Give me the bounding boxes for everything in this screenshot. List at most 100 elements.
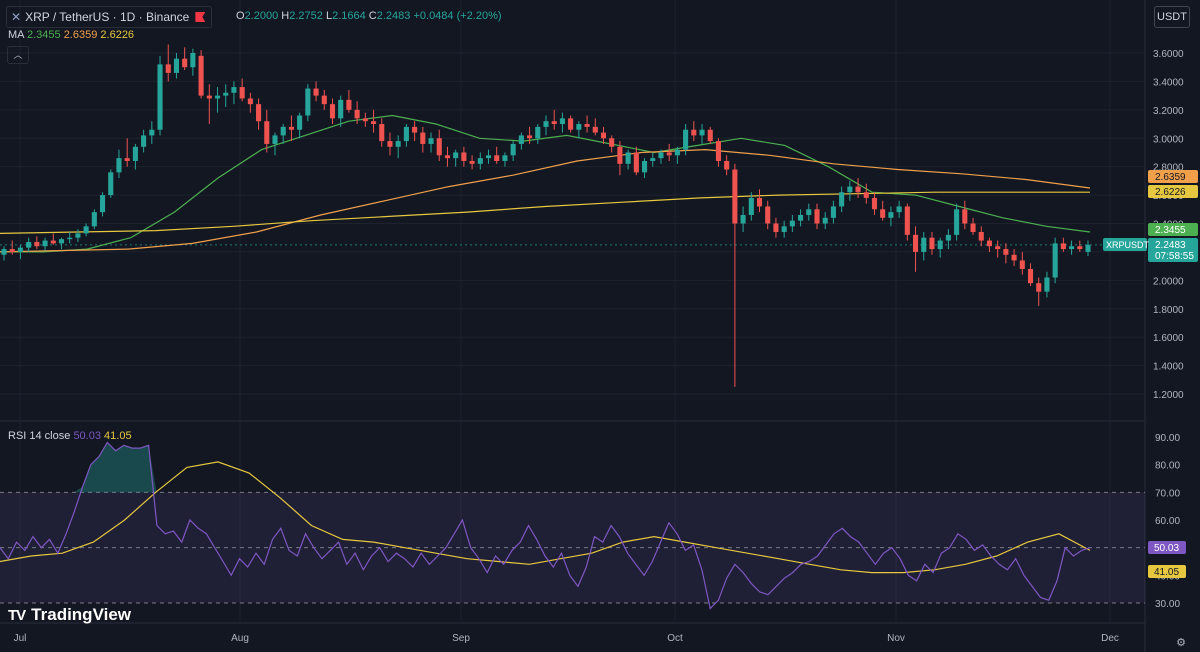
branding-text: TradingView <box>31 605 131 624</box>
candle-body <box>600 132 607 139</box>
candle-body <box>945 234 951 241</box>
chevron-up-icon[interactable]: ︿ <box>7 46 29 64</box>
rsi-legend[interactable]: RSI 14 close 50.03 41.05 <box>8 430 132 442</box>
moving-average-lines <box>0 114 1091 253</box>
rsi-value-label: 41.05 <box>1154 567 1179 578</box>
candle-body <box>182 58 188 68</box>
candle-body <box>715 141 722 161</box>
candle-body <box>362 118 368 122</box>
candle-body <box>1019 260 1025 269</box>
candle-body <box>379 124 385 142</box>
symbol-title: XRP / TetherUS · 1D · Binance <box>25 10 190 24</box>
candle-body <box>1077 246 1083 250</box>
price-label-box <box>1148 185 1198 198</box>
candle-body <box>420 132 426 144</box>
candle-body <box>247 98 253 105</box>
candle-body <box>1069 246 1075 250</box>
tradingview-icon: TV <box>8 606 26 624</box>
rsi-value: 50.03 <box>73 430 101 442</box>
candle-body <box>239 87 245 99</box>
candle-body <box>995 246 1001 250</box>
candle-body <box>543 121 549 127</box>
candle-body <box>986 240 993 247</box>
ma-label: MA <box>8 29 24 41</box>
candle-body <box>1003 249 1009 255</box>
candle-body <box>896 206 902 213</box>
high-label: H <box>281 10 290 22</box>
candle-body <box>83 226 89 234</box>
time-axis[interactable]: Jul Aug Sep Oct Nov Dec <box>14 633 1119 644</box>
close-label: C <box>368 10 377 22</box>
rsi-pane <box>0 441 1145 610</box>
price-axis[interactable]: 3.60003.40003.20003.00002.80002.60002.40… <box>1103 49 1198 610</box>
candle-body <box>428 138 434 144</box>
candle-body <box>929 237 935 250</box>
candle-body <box>978 232 984 241</box>
settings-icon[interactable]: ⚙ <box>1176 637 1186 649</box>
candle-body <box>157 64 163 130</box>
rsi-tick-label: 70.00 <box>1155 488 1180 499</box>
candle-body <box>338 99 344 119</box>
candle-body <box>288 126 294 130</box>
price-label-value: 2.6226 <box>1155 187 1186 198</box>
candle-body <box>461 152 467 161</box>
symbol-label-text: XRPUSDT <box>1106 240 1150 250</box>
candle-body <box>297 115 303 130</box>
candle-body <box>444 155 451 159</box>
candle-body <box>17 247 23 252</box>
candle-body <box>756 197 763 207</box>
candle-body <box>1044 277 1050 292</box>
candle-body <box>231 87 237 93</box>
price-label-value: 2.6359 <box>1155 172 1186 183</box>
candle-body <box>453 152 459 159</box>
open-value: 2.2000 <box>244 10 279 22</box>
candle-body <box>510 143 516 156</box>
candle-body <box>206 95 212 99</box>
candle-body <box>839 192 845 207</box>
candle-body <box>1052 243 1058 278</box>
candle-body <box>173 58 180 73</box>
candle-body <box>691 129 697 136</box>
price-tick-label: 3.2000 <box>1153 106 1184 117</box>
candle-body <box>863 192 869 198</box>
candle-body <box>888 212 894 218</box>
low-value: 2.1664 <box>332 10 366 22</box>
rsi-value-box <box>1148 541 1186 554</box>
candle-body <box>789 220 795 227</box>
candle-body <box>370 121 377 125</box>
candle-body <box>535 126 541 139</box>
time-tick-label: Jul <box>14 633 27 644</box>
candle-body <box>617 146 623 164</box>
candle-body <box>674 149 680 156</box>
rsi-tick-label: 60.00 <box>1155 516 1180 527</box>
candle-body <box>91 212 97 227</box>
candle-body <box>198 55 204 96</box>
candle-body <box>666 152 672 156</box>
candle-body <box>99 195 106 213</box>
candle-body <box>272 135 278 144</box>
candle-body <box>814 209 820 224</box>
candle-body <box>1036 283 1042 292</box>
candle-body <box>641 160 648 173</box>
high-value: 2.2752 <box>289 10 323 22</box>
symbol-header[interactable]: ✕ XRP / TetherUS · 1D · Binance <box>6 6 213 28</box>
candle-body <box>740 214 746 224</box>
flag-icon[interactable] <box>195 12 206 22</box>
tradingview-logo[interactable]: TV TradingView <box>8 605 131 625</box>
candle-body <box>576 124 582 130</box>
price-tick-label: 3.4000 <box>1153 77 1184 88</box>
currency-button[interactable]: USDT <box>1154 6 1190 28</box>
candle-body <box>469 160 475 164</box>
candle-body <box>633 152 639 173</box>
candle-body <box>559 118 565 125</box>
low-label: L <box>325 10 333 22</box>
price-tick-label: 1.4000 <box>1153 362 1184 373</box>
time-tick-label: Sep <box>452 633 470 644</box>
ma-legend[interactable]: MA 2.3455 2.6359 2.6226 <box>8 29 134 41</box>
price-label-countdown: 07:58:55 <box>1155 251 1194 262</box>
candle-body <box>354 109 360 119</box>
change-value: +0.0484 (+2.20%) <box>413 10 502 22</box>
ma-value-3: 2.6226 <box>100 29 135 41</box>
candle-body <box>34 241 40 247</box>
